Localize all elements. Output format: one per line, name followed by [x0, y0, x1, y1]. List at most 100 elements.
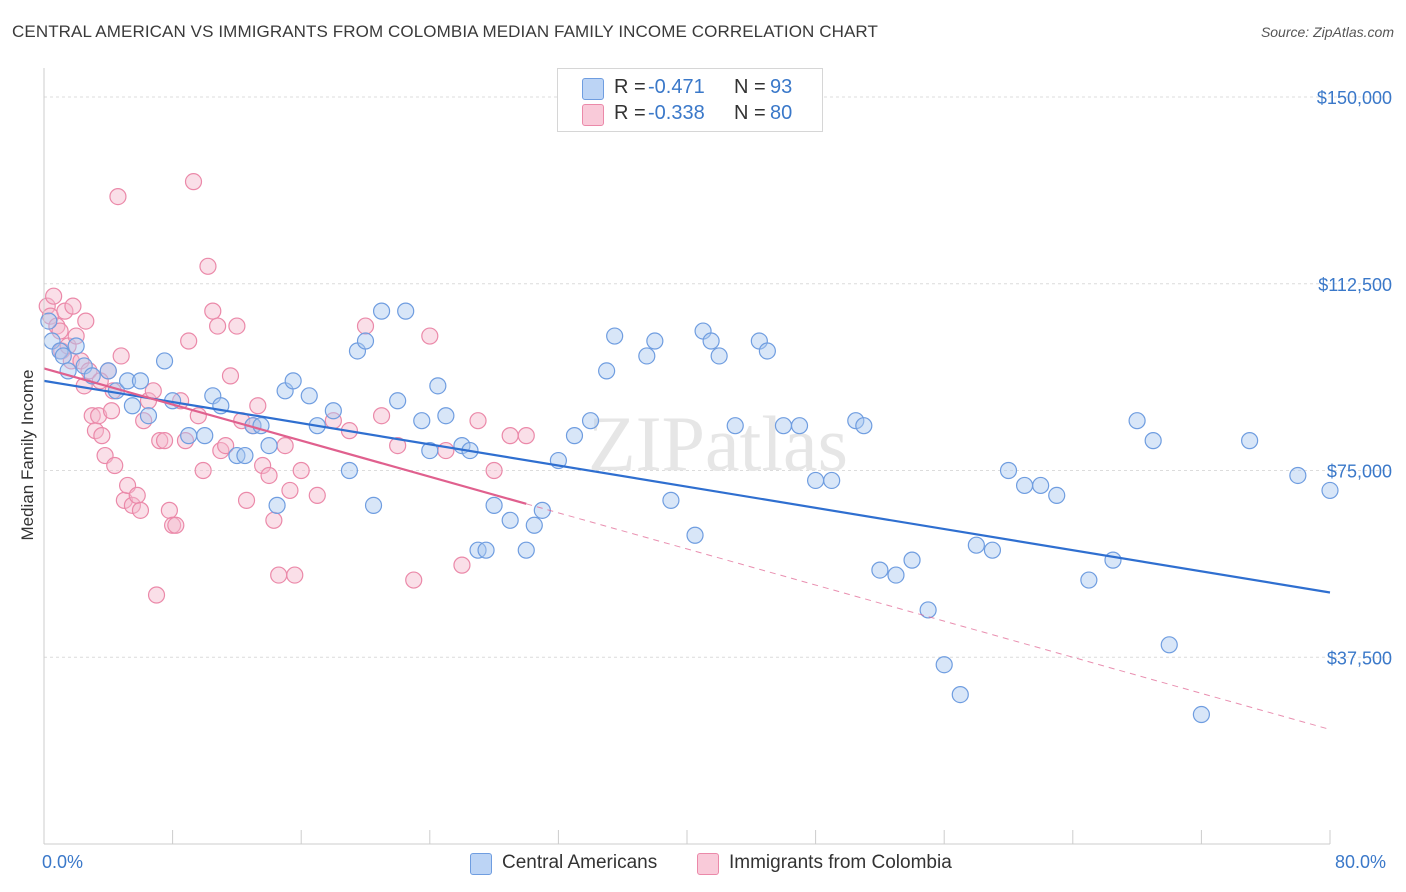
- data-point-colombia: [265, 511, 283, 529]
- data-point-central-american: [1104, 551, 1122, 569]
- data-point-colombia: [167, 516, 185, 534]
- data-point-central-american: [1241, 432, 1259, 450]
- data-point-colombia: [281, 481, 299, 500]
- data-point-central-american: [1289, 466, 1307, 485]
- data-point-colombia: [389, 437, 407, 455]
- bottom-legend-label-pink: Immigrants from Colombia: [729, 852, 952, 873]
- data-point-central-american: [871, 561, 889, 579]
- data-point-central-american: [40, 312, 58, 330]
- data-point-central-american: [501, 511, 519, 529]
- data-point-central-american: [999, 461, 1018, 480]
- data-point-colombia: [184, 173, 203, 191]
- y-tick-label: $37,500: [1327, 648, 1392, 668]
- data-point-central-american: [919, 601, 937, 619]
- data-point-central-american: [951, 685, 969, 704]
- data-point-colombia: [405, 571, 423, 589]
- data-point-colombia: [147, 586, 166, 604]
- data-point-central-american: [1080, 571, 1098, 589]
- legend-swatch-blue: [582, 78, 604, 100]
- bottom-legend-swatch-pink: [697, 853, 719, 875]
- data-point-central-american: [1144, 432, 1162, 450]
- legend-n-label: N =: [734, 102, 766, 124]
- data-point-central-american: [1321, 481, 1339, 500]
- data-point-central-american: [887, 566, 905, 584]
- data-point-colombia: [180, 332, 198, 350]
- data-point-central-american: [429, 377, 447, 395]
- data-point-colombia: [212, 441, 230, 460]
- data-point-colombia: [221, 367, 240, 385]
- y-tick-label: $75,000: [1327, 462, 1392, 482]
- data-point-central-american: [1192, 705, 1211, 724]
- x-tick-max: 80.0%: [1335, 852, 1387, 872]
- data-point-central-american: [196, 427, 214, 445]
- data-point-colombia: [485, 461, 503, 480]
- blue-points-layer: [40, 302, 1339, 724]
- data-point-colombia: [77, 312, 95, 330]
- legend-swatch-pink: [582, 104, 604, 126]
- data-point-colombia: [501, 427, 519, 445]
- data-point-central-american: [935, 656, 953, 674]
- legend-n-value: 80: [770, 102, 793, 124]
- data-point-central-american: [517, 541, 535, 559]
- data-point-colombia: [45, 287, 63, 305]
- data-point-colombia: [270, 566, 288, 584]
- data-point-central-american: [356, 332, 375, 350]
- data-point-colombia: [517, 427, 535, 445]
- data-point-central-american: [118, 372, 137, 390]
- data-point-colombia: [204, 302, 222, 320]
- grid-layer: [44, 96, 1392, 658]
- data-point-colombia: [421, 327, 439, 345]
- data-point-central-american: [638, 347, 656, 365]
- data-point-central-american: [1032, 476, 1050, 495]
- data-point-central-american: [389, 392, 407, 410]
- data-point-central-american: [324, 402, 342, 420]
- data-point-central-american: [268, 496, 286, 514]
- data-point-colombia: [194, 461, 212, 480]
- data-point-colombia: [155, 432, 174, 450]
- data-point-colombia: [217, 437, 235, 455]
- data-point-central-american: [485, 496, 503, 514]
- correlation-legend: R = -0.471 N = 93 R = -0.338 N = 80: [557, 68, 823, 132]
- y-tick-label: $112,500: [1318, 275, 1392, 295]
- data-point-central-american: [686, 526, 704, 544]
- chart-title: CENTRAL AMERICAN VS IMMIGRANTS FROM COLO…: [12, 22, 878, 41]
- trend-line-central-american: [43, 379, 1331, 594]
- data-point-central-american: [477, 541, 495, 559]
- data-point-colombia: [176, 432, 195, 450]
- data-point-colombia: [67, 327, 85, 345]
- data-point-central-american: [646, 332, 664, 350]
- data-point-central-american: [1160, 636, 1178, 654]
- trend-layer: [43, 367, 1331, 730]
- data-point-central-american: [1048, 486, 1066, 504]
- bottom-legend-swatch-blue: [470, 853, 492, 875]
- data-point-colombia: [109, 188, 127, 206]
- data-point-colombia: [102, 402, 121, 420]
- data-point-central-american: [131, 372, 150, 390]
- data-point-central-american: [155, 352, 174, 370]
- axis-layer: $37,500 $75,000 $112,500 $150,000: [43, 68, 1392, 845]
- legend-n-value: 93: [770, 76, 793, 98]
- data-point-central-american: [364, 496, 383, 514]
- data-point-central-american: [340, 461, 359, 480]
- data-point-colombia: [260, 466, 278, 485]
- data-point-colombia: [135, 412, 153, 430]
- legend-n-label: N =: [734, 76, 766, 98]
- data-point-central-american: [99, 362, 117, 380]
- data-point-central-american: [726, 417, 744, 435]
- data-point-central-american: [967, 536, 985, 554]
- data-point-central-american: [372, 302, 391, 320]
- data-point-central-american: [1015, 476, 1034, 495]
- data-point-colombia: [292, 461, 310, 480]
- data-point-central-american: [581, 412, 600, 430]
- data-point-colombia: [106, 456, 124, 475]
- data-point-central-american: [260, 437, 278, 455]
- data-point-colombia: [160, 501, 178, 519]
- data-point-central-american: [662, 491, 680, 509]
- data-point-colombia: [249, 397, 267, 415]
- data-point-central-american: [606, 327, 624, 345]
- data-point-colombia: [38, 297, 56, 315]
- y-axis-label: Median Family Income: [18, 369, 37, 541]
- data-point-central-american: [236, 446, 254, 465]
- data-point-colombia: [276, 437, 294, 455]
